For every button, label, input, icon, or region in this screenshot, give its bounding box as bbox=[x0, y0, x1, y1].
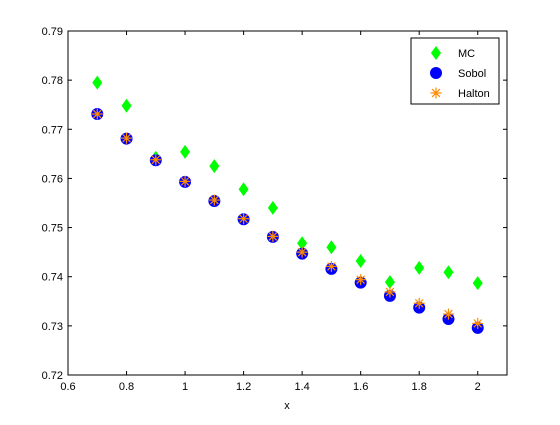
x-tick-label: 0.6 bbox=[60, 381, 75, 393]
x-axis: 0.6 0.8 1 1.2 1.4 1.6 1.8 2 bbox=[60, 31, 481, 393]
x-tick-label: 1.4 bbox=[294, 381, 309, 393]
legend-item-halton: Halton bbox=[430, 87, 490, 100]
asterisk-stroke bbox=[327, 262, 336, 271]
asterisk-stroke bbox=[385, 287, 395, 297]
halton-point bbox=[121, 132, 133, 144]
halton-point bbox=[91, 108, 103, 120]
mc-point bbox=[443, 265, 454, 280]
mc-point bbox=[472, 276, 483, 291]
asterisk-stroke bbox=[356, 275, 365, 284]
y-tick-label: 0.77 bbox=[42, 124, 63, 136]
asterisk-stroke bbox=[180, 177, 190, 186]
halton-point bbox=[208, 194, 220, 206]
halton-point bbox=[325, 260, 337, 272]
halton-point bbox=[472, 317, 484, 329]
y-tick-label: 0.76 bbox=[42, 173, 63, 185]
y-tick-label: 0.74 bbox=[42, 272, 63, 284]
halton-point bbox=[384, 286, 396, 298]
halton-point bbox=[296, 246, 308, 258]
x-tick-label: 0.8 bbox=[119, 381, 134, 393]
legend-marker-mc bbox=[431, 46, 441, 60]
legend-label-sobol: Sobol bbox=[458, 68, 486, 80]
legend-label-halton: Halton bbox=[458, 88, 490, 100]
halton-point bbox=[179, 175, 191, 187]
y-tick-label: 0.79 bbox=[42, 26, 63, 38]
asterisk-stroke bbox=[268, 232, 278, 241]
halton-point bbox=[238, 213, 250, 225]
asterisk-stroke bbox=[297, 247, 307, 257]
asterisk-stroke bbox=[151, 155, 161, 165]
mc-point bbox=[326, 240, 337, 255]
mc-series bbox=[92, 75, 483, 291]
x-tick-label: 1 bbox=[182, 381, 188, 393]
halton-series bbox=[91, 108, 484, 329]
halton-point bbox=[355, 274, 367, 286]
legend-marker-halton bbox=[430, 87, 442, 99]
mc-point bbox=[92, 75, 103, 90]
asterisk-stroke bbox=[210, 195, 219, 205]
asterisk-stroke bbox=[444, 309, 453, 319]
legend-item-mc: MC bbox=[431, 46, 475, 60]
halton-point bbox=[442, 308, 454, 320]
y-tick-label: 0.78 bbox=[42, 75, 63, 87]
legend-marker-sobol bbox=[430, 67, 442, 79]
legend-item-sobol: Sobol bbox=[430, 67, 486, 80]
legend-label-mc: MC bbox=[458, 48, 475, 60]
y-tick-label: 0.75 bbox=[42, 223, 63, 235]
halton-point bbox=[413, 297, 425, 309]
x-tick-label: 2 bbox=[475, 381, 481, 393]
mc-point bbox=[121, 98, 132, 113]
asterisk-stroke bbox=[122, 133, 131, 143]
mc-point bbox=[414, 260, 425, 275]
asterisk-stroke bbox=[431, 88, 441, 98]
y-tick-label: 0.73 bbox=[42, 321, 63, 333]
asterisk-stroke bbox=[473, 319, 483, 328]
mc-point bbox=[267, 200, 278, 215]
asterisk-stroke bbox=[239, 214, 248, 224]
mc-point bbox=[209, 159, 220, 174]
legend-box bbox=[410, 37, 500, 105]
halton-point bbox=[267, 230, 279, 242]
y-tick-label: 0.72 bbox=[42, 370, 63, 382]
asterisk-stroke bbox=[92, 109, 102, 119]
mc-point bbox=[238, 182, 249, 197]
x-tick-label: 1.8 bbox=[412, 381, 427, 393]
x-axis-label: x bbox=[284, 400, 290, 412]
legend: MC Sobol Halton bbox=[410, 37, 500, 105]
mc-point bbox=[355, 253, 366, 268]
halton-point bbox=[150, 154, 162, 166]
x-tick-label: 1.2 bbox=[236, 381, 251, 393]
asterisk-stroke bbox=[414, 298, 424, 308]
x-tick-label: 1.6 bbox=[353, 381, 368, 393]
data-markers bbox=[91, 75, 484, 334]
y-axis: 0.72 0.73 0.74 0.75 0.76 0.77 0.78 0.79 bbox=[42, 26, 507, 382]
mc-point bbox=[384, 275, 395, 290]
mc-point bbox=[297, 236, 308, 251]
mc-point bbox=[180, 144, 191, 159]
